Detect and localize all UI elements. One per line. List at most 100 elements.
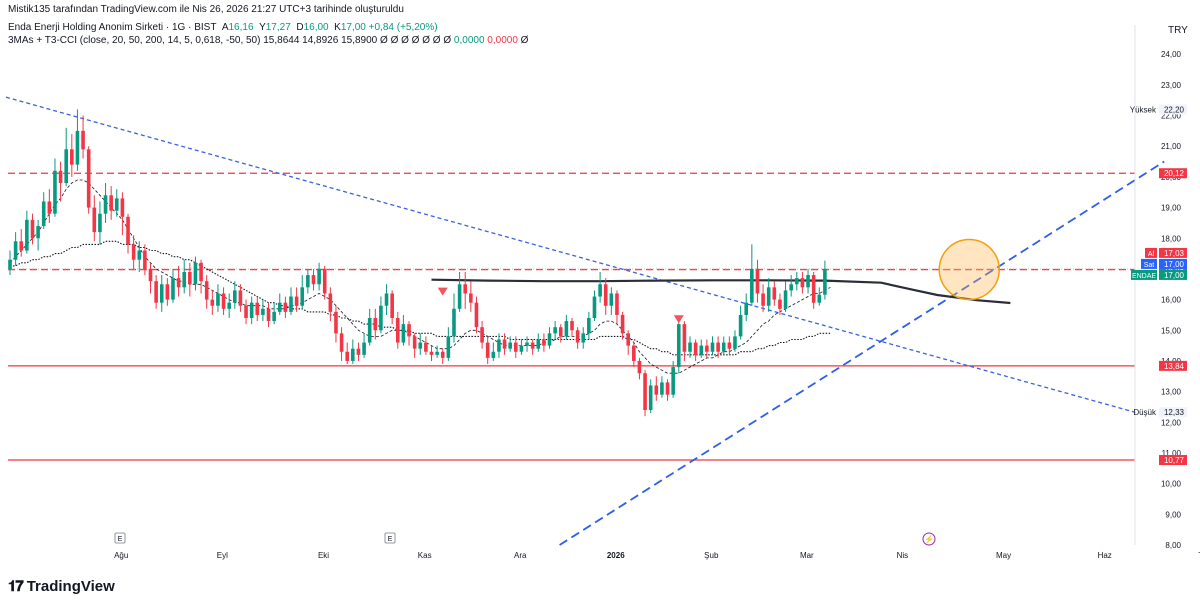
- x-tick-label: Eki: [318, 551, 329, 560]
- candle-body: [13, 241, 18, 260]
- candle-body: [620, 314, 625, 334]
- level-price-label: 13,84: [1164, 362, 1185, 371]
- candle-body: [294, 296, 299, 306]
- candle-body: [446, 336, 451, 358]
- indicator-value-tail: Ø: [520, 35, 529, 46]
- ma50-line: [10, 240, 831, 356]
- candle-body: [92, 207, 97, 233]
- symbol-name-tag: [1131, 269, 1157, 280]
- candle-body: [570, 321, 574, 331]
- currency-label: TRY: [1168, 25, 1188, 36]
- candle-body: [126, 216, 130, 245]
- candle-body: [244, 305, 248, 319]
- y-tick-label: 19,00: [1161, 204, 1182, 213]
- candle-body: [564, 321, 569, 337]
- candle-body: [351, 348, 355, 361]
- candle-body: [300, 287, 305, 306]
- candle-body: [547, 333, 552, 346]
- candle-body: [53, 170, 57, 214]
- candle-body: [480, 327, 484, 343]
- y-tick-label: 18,00: [1161, 234, 1182, 243]
- candle-body: [188, 271, 192, 285]
- candle-body: [795, 278, 799, 285]
- candle-body: [199, 262, 203, 282]
- candle-body: [592, 296, 597, 319]
- candle-body: [19, 241, 24, 251]
- indicator-legend[interactable]: 3MAs + T3-CCI (close, 20, 50, 200, 14, 5…: [8, 35, 528, 46]
- candle-body: [671, 367, 675, 395]
- candle-body: [204, 281, 209, 300]
- bid-value-tag: [1159, 258, 1187, 269]
- candle-body: [581, 333, 586, 343]
- candle-body: [277, 302, 282, 312]
- x-tick-label: Kas: [418, 551, 432, 560]
- candle-body: [362, 342, 366, 355]
- x-tick-label: Şub: [704, 551, 719, 560]
- x-tick-label: Eyl: [217, 551, 228, 560]
- candle-body: [800, 278, 805, 288]
- candle-body: [154, 281, 158, 303]
- ma20-line: [9, 179, 831, 374]
- x-tick-label: Haz: [1098, 551, 1112, 560]
- candle-body: [542, 339, 546, 346]
- y-tick-label: 15,00: [1161, 326, 1182, 335]
- level-price-tag: [1159, 360, 1187, 371]
- candle-body: [491, 351, 496, 358]
- tradingview-logo-icon: 𝟏𝟕: [8, 578, 24, 595]
- candle-body: [143, 250, 147, 269]
- candle-body: [283, 302, 288, 312]
- ohlc-high: Y17,27: [259, 22, 291, 33]
- candle-body: [233, 290, 237, 303]
- candle-body: [379, 305, 383, 331]
- candle-body: [525, 342, 529, 346]
- low-label-name: Düşük: [1133, 408, 1157, 417]
- candle-body: [710, 342, 715, 352]
- bid-value: 17,00: [1164, 260, 1185, 269]
- candle-body: [109, 195, 113, 211]
- candle-body: [502, 339, 507, 349]
- candle-body: [345, 351, 349, 361]
- candle-body: [806, 275, 810, 288]
- candle-body: [783, 290, 788, 309]
- candle-body: [660, 382, 664, 395]
- candle-body: [469, 293, 473, 303]
- tradingview-brand[interactable]: 𝟏𝟕 TradingView: [8, 578, 115, 595]
- candle-body: [440, 351, 445, 358]
- candle-body: [103, 195, 108, 214]
- candle-body: [86, 149, 91, 208]
- symbol-value: 17,00: [1164, 271, 1185, 280]
- candle-body: [8, 259, 12, 269]
- y-tick-label: 22,00: [1161, 112, 1182, 121]
- sell-arrow-icon: [437, 287, 448, 296]
- candle-body: [609, 293, 614, 306]
- candle-body: [165, 284, 170, 300]
- indicator-values: 15,8644 14,8926 15,8900 Ø Ø Ø Ø Ø Ø Ø: [263, 35, 452, 46]
- symbol-name: ENDAE: [1132, 273, 1156, 280]
- symbol-legend[interactable]: Enda Enerji Holding Anonim Sirketi · 1G …: [8, 22, 438, 33]
- candle-body: [519, 345, 524, 352]
- candle-body: [120, 198, 125, 217]
- candle-body: [159, 284, 164, 303]
- candle-body: [176, 278, 181, 288]
- candle-body: [474, 302, 479, 328]
- ask-value-tag: [1159, 247, 1187, 258]
- candle-body: [536, 339, 541, 349]
- earnings-marker-label: E: [388, 536, 393, 543]
- candle-body: [255, 302, 260, 315]
- candle-body: [772, 287, 777, 300]
- level-price-tag: [1159, 168, 1187, 179]
- candle-body: [41, 201, 46, 226]
- high-label-name: Yüksek: [1130, 105, 1157, 114]
- candle-body: [587, 318, 591, 334]
- candle-body: [216, 293, 220, 306]
- x-tick-label: Nis: [897, 551, 909, 560]
- candle-body: [182, 271, 187, 288]
- candle-body: [328, 293, 333, 312]
- dividend-lightning-icon: [922, 532, 936, 546]
- candle-body: [750, 268, 754, 303]
- symbol-title: Enda Enerji Holding Anonim Sirketi · 1G …: [8, 22, 217, 33]
- x-tick-label: Ara: [514, 551, 527, 560]
- candle-body: [665, 382, 670, 395]
